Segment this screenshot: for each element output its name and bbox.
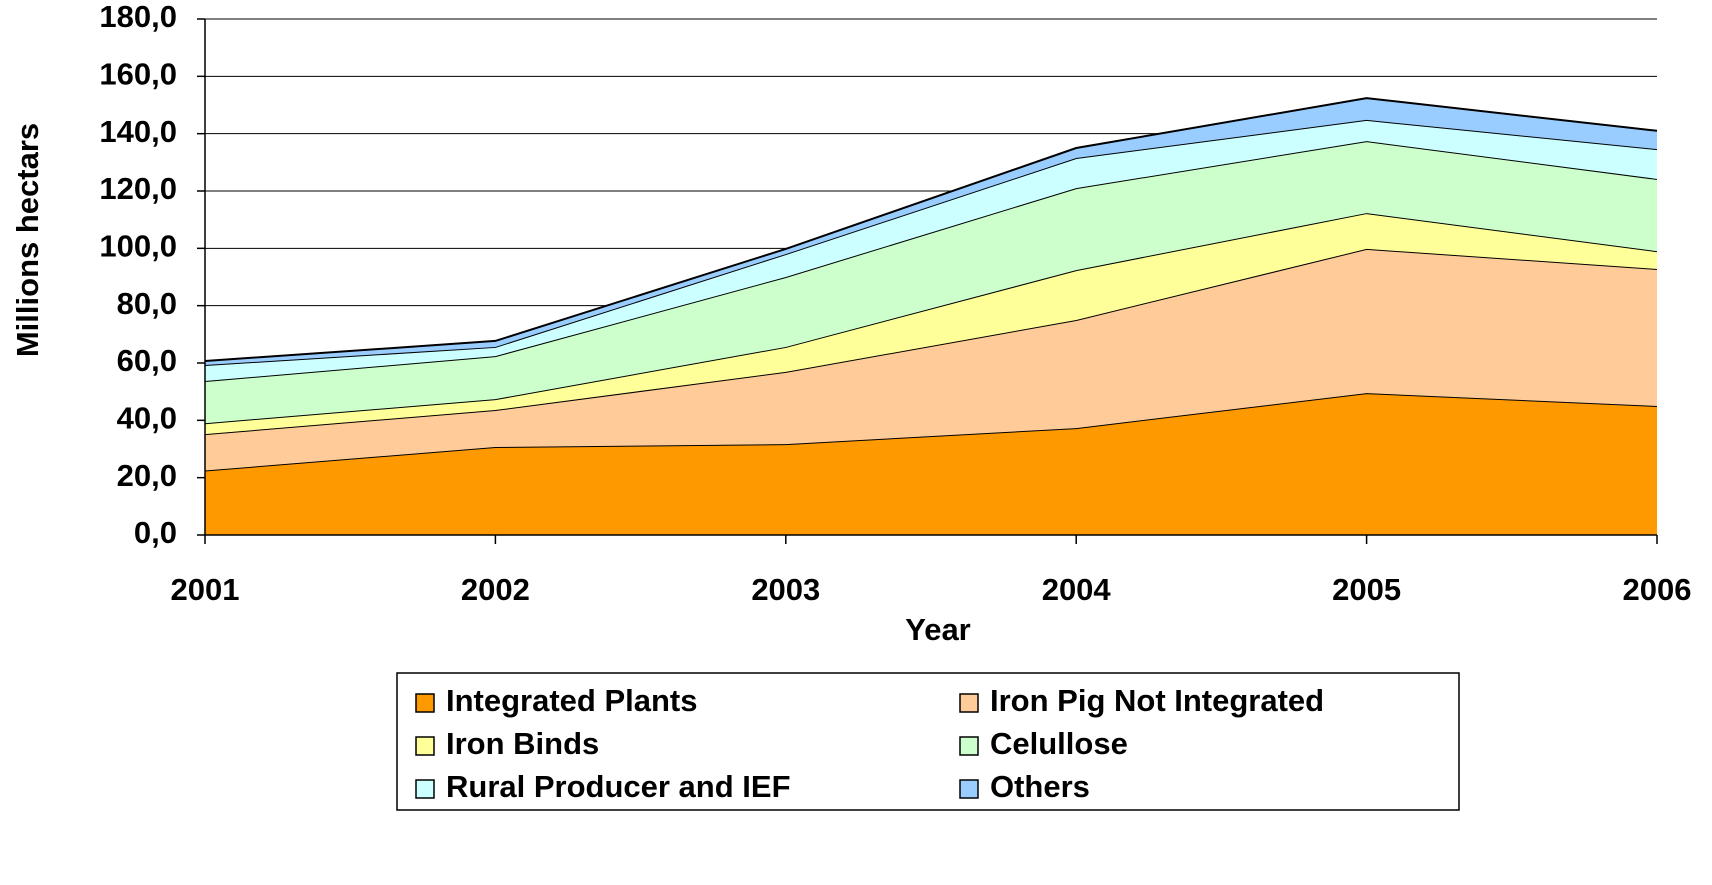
y-tick-label: 20,0 xyxy=(117,458,177,493)
legend-swatch xyxy=(416,694,434,712)
y-tick-label: 140,0 xyxy=(99,114,177,149)
y-tick-label: 100,0 xyxy=(99,229,177,264)
legend-swatch xyxy=(416,737,434,755)
page: Millions hectars Year 0,0 20,0 40,0 60,0 80,… xyxy=(0,0,1712,885)
legend-swatch xyxy=(960,737,978,755)
x-tick-label: 2001 xyxy=(171,572,240,607)
x-tick-label: 2005 xyxy=(1332,572,1401,607)
y-tick-label: 40,0 xyxy=(117,401,177,436)
legend-label: Iron Pig Not Integrated xyxy=(990,683,1324,718)
legend-label: Others xyxy=(990,769,1090,804)
legend-label: Rural Producer and IEF xyxy=(446,769,791,804)
y-tick-label: 160,0 xyxy=(99,57,177,92)
legend-swatch xyxy=(960,780,978,798)
x-tick-label: 2002 xyxy=(461,572,530,607)
legend-swatch xyxy=(960,694,978,712)
y-axis-title: Millions hectars xyxy=(10,123,45,357)
legend-label: Integrated Plants xyxy=(446,683,698,718)
x-tick-label: 2003 xyxy=(751,572,820,607)
x-tick-label: 2006 xyxy=(1623,572,1692,607)
y-tick-label: 120,0 xyxy=(99,171,177,206)
x-axis-title: Year xyxy=(905,612,971,647)
legend-swatch xyxy=(416,780,434,798)
legend-label: Celullose xyxy=(990,726,1128,761)
y-tick-label: 80,0 xyxy=(117,286,177,321)
y-tick-label: 60,0 xyxy=(117,343,177,378)
y-tick-label: 180,0 xyxy=(99,0,177,34)
x-tick-label: 2004 xyxy=(1042,572,1112,607)
chart: Millions hectars Year 0,0 20,0 40,0 60,0 80,… xyxy=(0,0,1712,885)
legend-label: Iron Binds xyxy=(446,726,599,761)
y-tick-label: 0,0 xyxy=(134,515,177,550)
